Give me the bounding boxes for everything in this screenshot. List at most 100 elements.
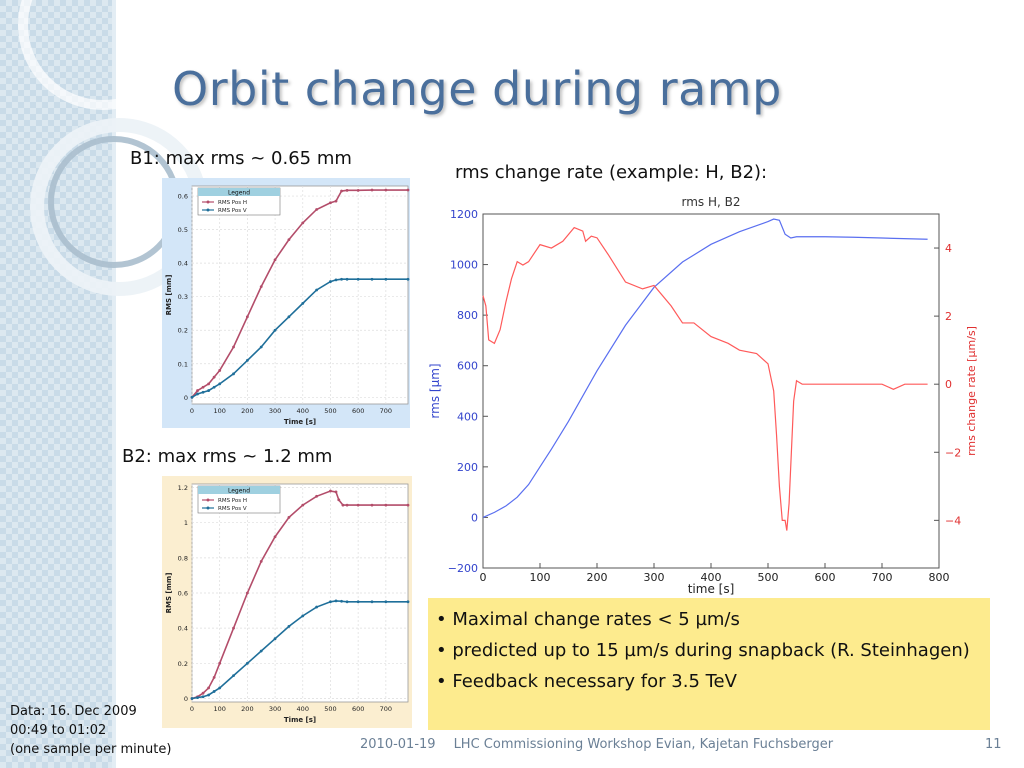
- legend-marker: [206, 498, 210, 502]
- x-tick-label: 200: [587, 571, 608, 584]
- data-note: Data: 16. Dec 2009 00:49 to 01:02 (one s…: [10, 702, 171, 759]
- y-right-tick-label: −2: [945, 446, 961, 459]
- legend-header: [198, 188, 280, 196]
- data-point: [340, 189, 343, 193]
- data-point: [212, 385, 216, 389]
- x-tick-label: 700: [380, 407, 392, 415]
- data-point: [245, 315, 249, 319]
- plot-area: [482, 213, 940, 569]
- y-tick-label: 0.5: [178, 226, 188, 234]
- data-point: [315, 288, 319, 292]
- data-point: [201, 695, 205, 699]
- legend-header: [198, 486, 280, 494]
- data-point: [370, 600, 374, 604]
- y-right-tick-label: 4: [945, 242, 952, 255]
- data-point: [273, 535, 277, 539]
- x-tick-label: 600: [352, 705, 364, 713]
- footer: 2010-01-19 LHC Commissioning Workshop Evi…: [360, 737, 833, 752]
- data-point: [301, 614, 305, 618]
- slide-title: Orbit change during ramp: [172, 62, 782, 116]
- y-tick-label: 0: [184, 394, 188, 402]
- legend-label: RMS Pos H: [218, 498, 247, 504]
- legend-title: Legend: [228, 190, 250, 197]
- x-tick-label: 100: [530, 571, 551, 584]
- series-line-rms-h: [191, 490, 408, 700]
- footer-text: LHC Commissioning Workshop Evian, Kajeta…: [453, 737, 834, 752]
- legend-marker: [206, 208, 210, 212]
- data-point: [273, 258, 277, 262]
- y-tick-label: 1.2: [178, 484, 188, 492]
- data-point: [212, 375, 216, 379]
- y-axis-label: RMS [mm]: [165, 275, 173, 316]
- legend-marker: [206, 200, 210, 204]
- data-point: [345, 188, 349, 192]
- y-tick-label: 0.2: [178, 660, 188, 668]
- data-point: [232, 345, 235, 349]
- data-point: [245, 359, 249, 362]
- x-tick-label: 500: [758, 571, 779, 584]
- x-tick-label: 100: [213, 407, 225, 415]
- data-point: [345, 503, 349, 507]
- data-point: [287, 625, 291, 628]
- legend-label: RMS Pos H: [218, 200, 247, 206]
- data-point: [259, 345, 263, 349]
- data-point: [370, 277, 374, 281]
- x-axis-label: time [s]: [688, 582, 735, 595]
- decorative-band: [0, 0, 112, 768]
- data-point: [232, 372, 235, 376]
- data-point: [245, 661, 249, 665]
- y-axis-label: rms [µm]: [428, 363, 442, 418]
- y-right-tick-label: 2: [945, 310, 952, 323]
- data-point: [334, 490, 338, 494]
- data-point: [315, 494, 319, 498]
- data-point: [384, 503, 388, 507]
- data-point: [406, 188, 410, 192]
- bullet-item: • Maximal change rates < 5 µm/s: [436, 609, 740, 630]
- b2-chart-panel: 0 0.2 0.4 0.6 0.8 1 1.2 0 100 200 300 400 500 600 700 T…: [162, 476, 412, 728]
- data-point: [218, 369, 222, 372]
- x-axis-label: Time [s]: [284, 418, 316, 426]
- data-point: [384, 277, 388, 281]
- x-tick-label: 600: [352, 407, 364, 415]
- data-point: [340, 599, 343, 603]
- data-point: [207, 686, 211, 690]
- data-point: [212, 690, 216, 693]
- data-point: [273, 328, 277, 332]
- data-point: [212, 675, 216, 679]
- data-point: [341, 503, 345, 507]
- y-right-tick-label: 0: [945, 378, 952, 391]
- data-point: [406, 503, 410, 507]
- data-point: [301, 221, 305, 225]
- y-tick-label: 0.6: [178, 590, 188, 598]
- data-point: [370, 503, 374, 507]
- legend-label: RMS Pos V: [218, 208, 247, 214]
- y-tick-label: 1000: [450, 259, 478, 272]
- y-tick-label: 800: [457, 309, 478, 322]
- x-axis-label: Time [s]: [284, 716, 316, 724]
- data-point: [218, 382, 222, 386]
- summary-box: • Maximal change rates < 5 µm/s • predic…: [428, 598, 990, 730]
- y-right-tick-label: −4: [945, 514, 961, 527]
- data-point: [190, 697, 194, 700]
- legend-title: Legend: [228, 488, 250, 495]
- data-point: [329, 201, 332, 205]
- series-line-rms: [482, 218, 928, 518]
- data-point: [245, 591, 249, 595]
- data-point: [196, 696, 199, 700]
- data-point: [334, 278, 338, 282]
- x-tick-label: 300: [644, 571, 665, 584]
- data-point: [207, 389, 211, 392]
- y-tick-label: 0.2: [178, 327, 188, 335]
- y-right-axis-label: rms change rate [µm/s]: [965, 326, 978, 456]
- y-tick-label: 0.8: [178, 554, 188, 562]
- data-point: [315, 605, 319, 609]
- data-point: [356, 600, 360, 604]
- data-point: [287, 238, 291, 242]
- data-point: [196, 392, 199, 396]
- x-tick-label: 200: [241, 705, 253, 713]
- b2-rms-chart: 0 0.2 0.4 0.6 0.8 1 1.2 0 100 200 300 400 500 600 700 T…: [165, 483, 410, 724]
- data-point: [196, 389, 199, 392]
- rate-caption: rms change rate (example: H, B2):: [455, 162, 768, 183]
- data-point: [259, 559, 263, 563]
- data-point: [334, 599, 338, 603]
